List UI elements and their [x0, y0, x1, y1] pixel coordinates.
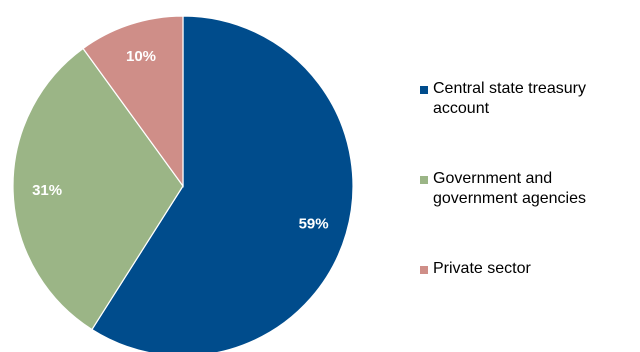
pie-slice-label-central-state-treasury-account: 59%: [299, 215, 329, 232]
legend-item-private-sector: Private sector: [420, 259, 638, 279]
pie-slice-central-state-treasury-account: [91, 15, 354, 352]
legend-label: Central state treasury account: [433, 80, 586, 117]
pie-slice-label-government-and-government-agencies: 31%: [32, 182, 62, 199]
legend-label: Government and government agencies: [433, 170, 586, 207]
pie-slice-government-and-government-agencies: [12, 47, 184, 331]
pie-slice-labels: 59% 31% 10%: [32, 48, 329, 232]
legend-item-government-and-government-agencies: Government and government agencies: [420, 169, 638, 209]
legend-swatch-central-state-treasury-account: [420, 86, 428, 94]
pie-slice-label-private-sector: 10%: [126, 48, 156, 65]
legend-swatch-government-and-government-agencies: [420, 176, 428, 184]
pie-slice-private-sector: [82, 15, 184, 188]
pie-slices: [12, 15, 354, 352]
legend-item-central-state-treasury-account: Central state treasury account: [420, 79, 638, 119]
legend-swatch-private-sector: [420, 266, 428, 274]
legend-label: Private sector: [433, 260, 531, 277]
